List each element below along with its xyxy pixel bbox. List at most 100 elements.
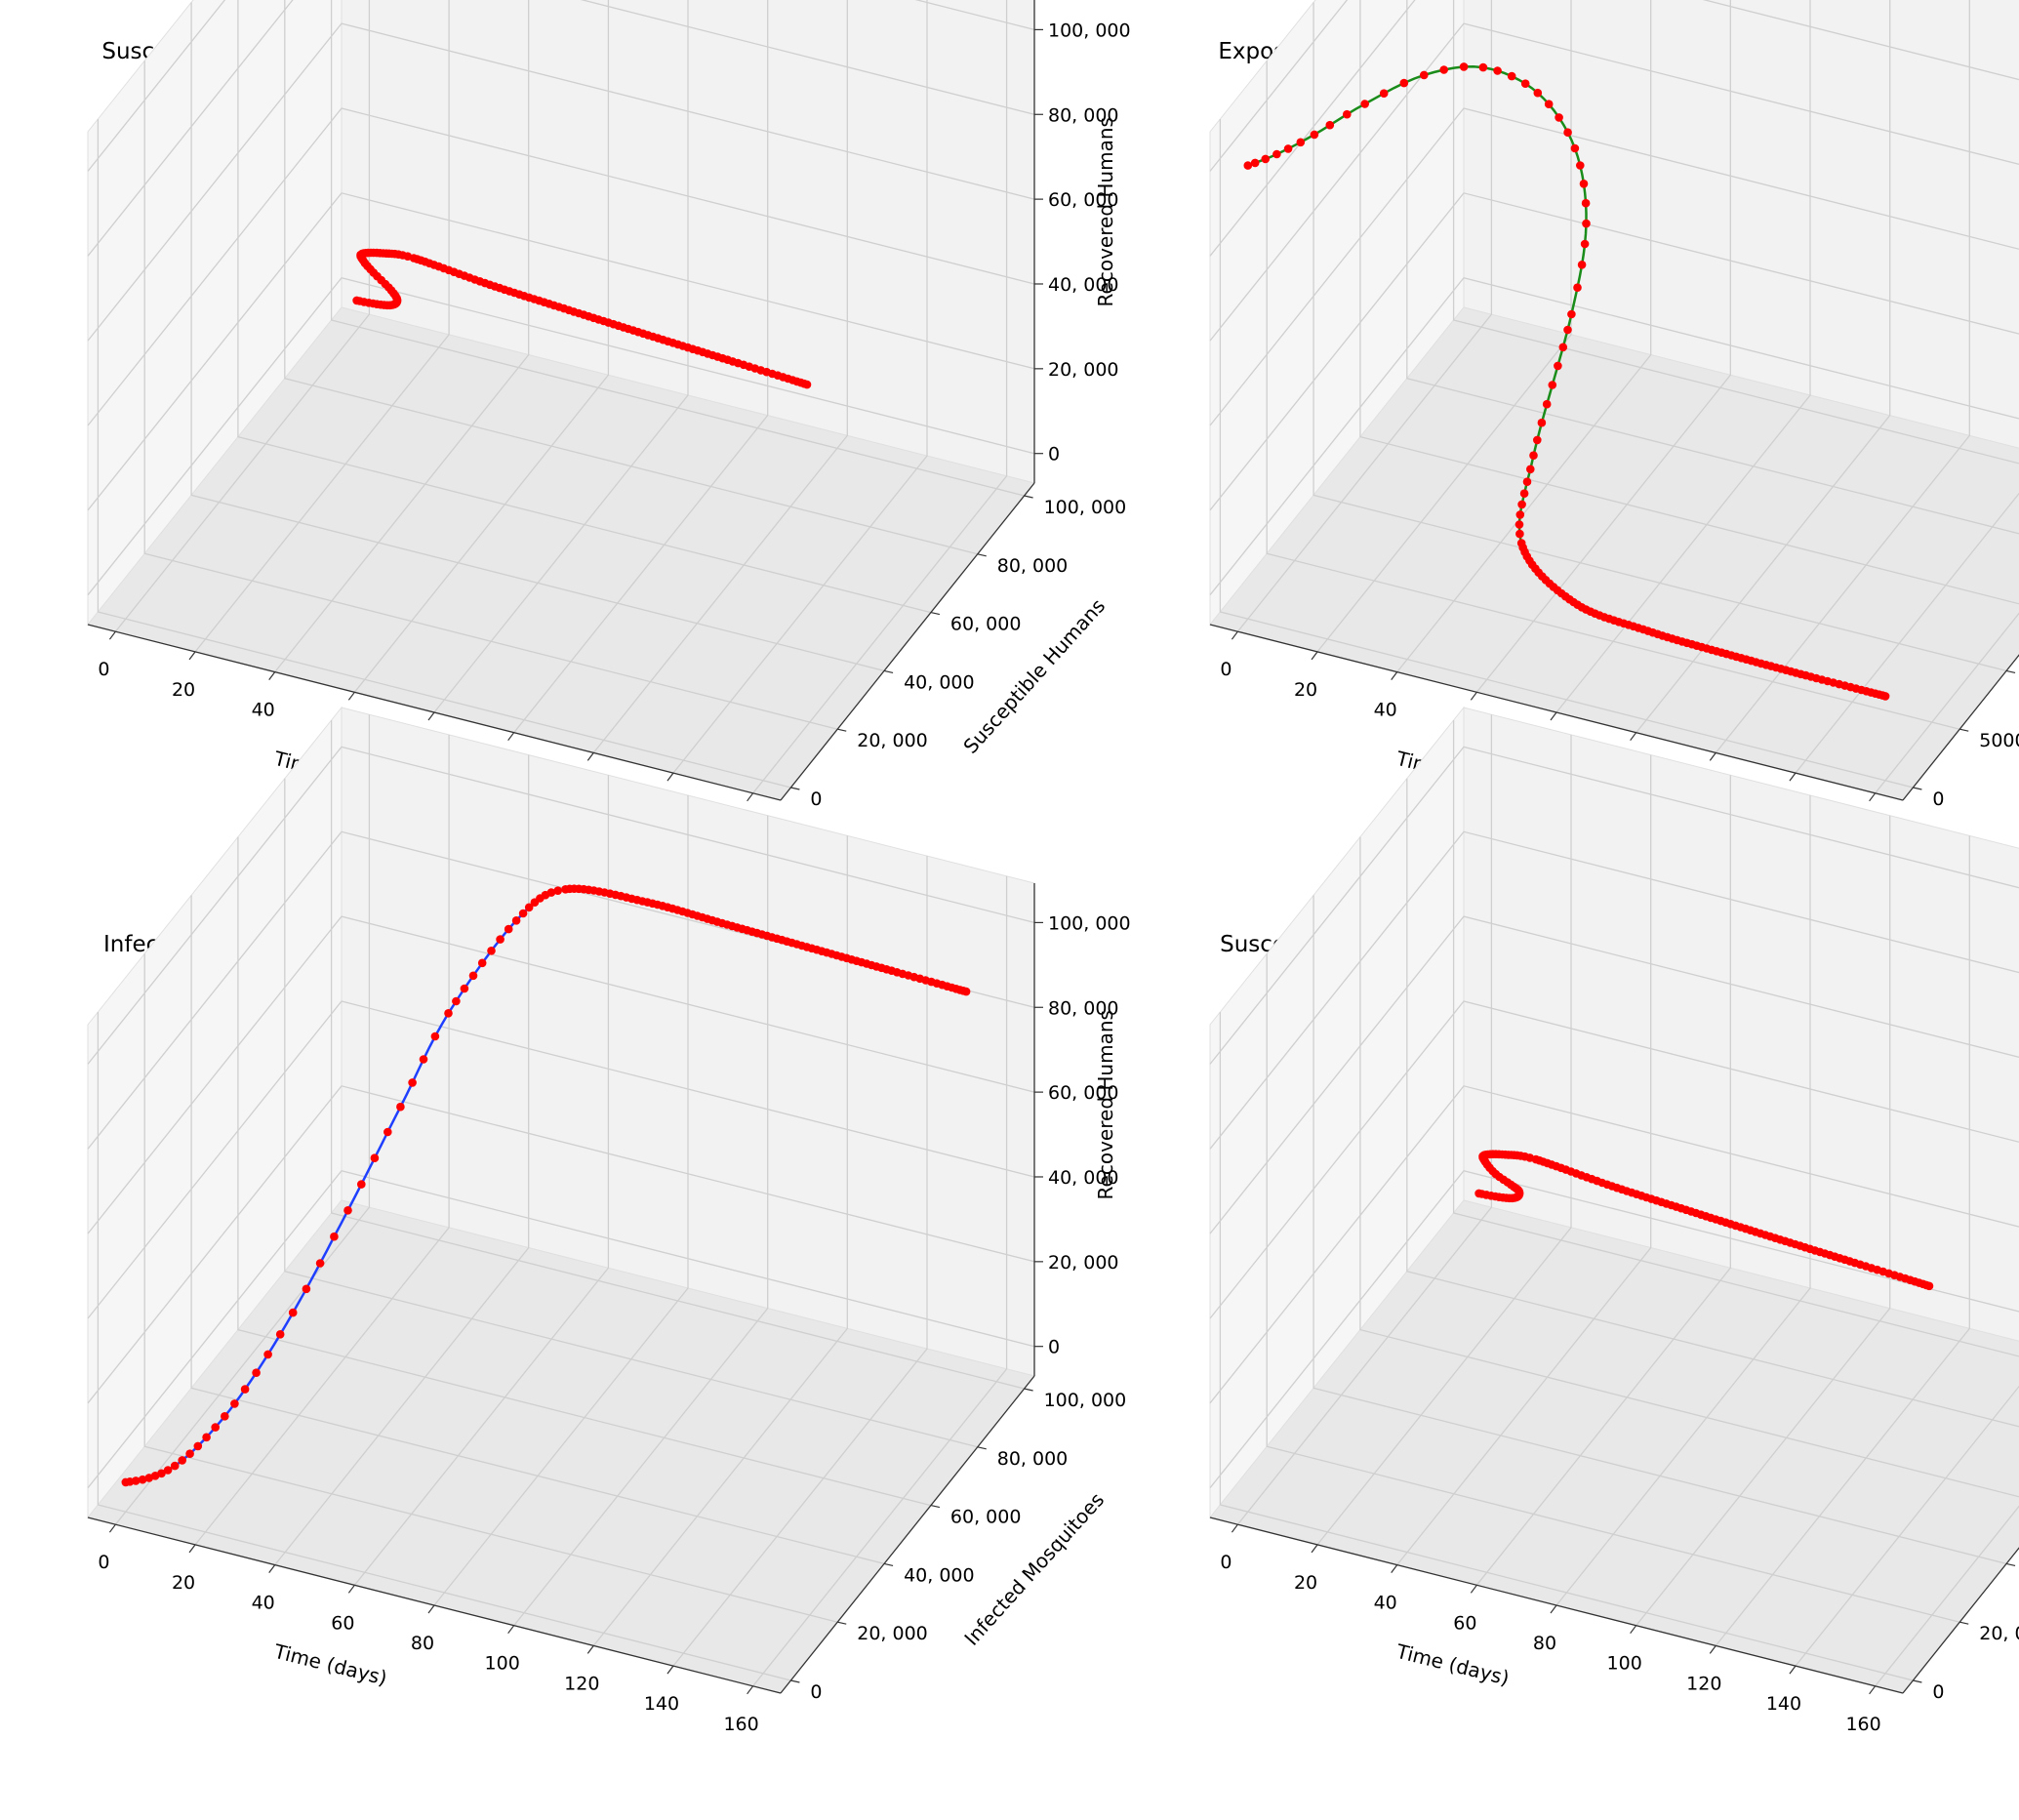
z-tick-label: 20, 000 [1048,1252,1119,1274]
data-point [496,935,505,944]
z-axis-label: Recovered Humans [1094,1010,1117,1199]
x-tick-label: 80 [411,1633,434,1654]
data-point [1459,62,1469,71]
grid-lines [1209,0,2019,794]
y-tick-label: 60, 000 [950,614,1022,635]
data-point [1579,180,1589,188]
x-tick-label: 0 [1220,1552,1232,1573]
x-tick-label: 40 [1374,1593,1397,1614]
y-tick-label: 0 [810,789,822,810]
data-point [546,888,556,897]
series-markers [352,248,812,389]
data-point [1243,161,1253,170]
series-markers [1243,62,1890,701]
y-tick-label: 20, 000 [1979,1623,2019,1644]
data-point [343,1206,352,1215]
data-point [1517,500,1526,509]
data-point [1515,529,1524,539]
data-point [1563,128,1572,137]
data-point [444,1009,453,1018]
data-point [1478,62,1488,72]
data-point [170,1461,180,1471]
data-point [1555,113,1563,122]
chart-panel-3: Infected Mosquitoes vs Recovered Humans … [87,706,1131,1735]
x-tick-label: 60 [331,1612,354,1634]
z-tick-label: 20, 000 [1048,359,1119,381]
data-point [802,380,812,389]
x-tick-label: 0 [98,659,109,680]
y-tick-label: 0 [1932,1681,1944,1703]
data-point [1283,144,1293,153]
data-point [288,1308,298,1317]
data-point [1924,1281,1934,1291]
y-tick-label: 100, 000 [1044,1390,1127,1411]
data-point [1272,149,1281,159]
data-point [1420,70,1429,80]
data-point [185,1449,194,1458]
z-tick-label: 80, 000 [1048,997,1119,1019]
z-tick-label: 60, 000 [1048,189,1119,211]
data-point [961,987,971,996]
data-point [452,996,461,1006]
data-point [263,1350,272,1359]
data-point [315,1259,325,1268]
data-point [1515,510,1525,519]
z-tick-label: 0 [1048,1337,1060,1358]
data-point [1507,71,1516,81]
chart-panel-2: Exposed Humans vs Susceptible Mosquitoes… [1209,0,2019,842]
data-point [230,1399,239,1408]
data-point [1522,477,1532,487]
x-axis-label: Time (days) [1393,1639,1512,1690]
data-point [1325,120,1335,130]
data-point [384,1127,392,1137]
data-point [1519,489,1529,499]
x-tick-label: 120 [564,1673,599,1694]
data-point [357,1180,366,1189]
data-point [408,1078,417,1087]
y-tick-label: 20, 000 [857,730,928,751]
x-tick-label: 140 [1766,1693,1801,1715]
y-tick-label: 0 [1932,789,1944,810]
x-tick-label: 20 [172,1572,195,1594]
data-point [1581,198,1591,208]
data-point [202,1433,211,1442]
data-point [487,947,496,955]
x-tick-label: 40 [252,700,275,721]
y-tick-label: 80, 000 [997,1448,1069,1470]
data-point [178,1456,186,1465]
chart-panel-1: Susceptible Humans vs Recovered Humans o… [87,0,1131,842]
x-tick-label: 120 [1686,1673,1721,1694]
data-point [131,1476,141,1485]
data-point [157,1469,166,1478]
data-point [396,1102,405,1112]
data-point [138,1475,147,1484]
y-tick-label: 60, 000 [950,1507,1022,1528]
data-point [1554,361,1562,371]
data-point [302,1284,311,1294]
data-point [1563,325,1572,335]
data-point [460,984,469,993]
data-point [1296,138,1306,147]
x-tick-label: 100 [1607,1653,1642,1675]
x-tick-label: 140 [644,1693,679,1715]
x-tick-label: 20 [1294,679,1317,701]
data-point [330,1232,339,1241]
y-tick-label: 40, 000 [904,1564,975,1586]
data-point [524,903,534,912]
data-point [1567,309,1576,319]
z-tick-label: 60, 000 [1048,1082,1119,1104]
data-point [1526,465,1535,474]
x-tick-label: 40 [252,1593,275,1614]
z-tick-label: 100, 000 [1048,20,1131,41]
x-tick-label: 60 [1453,1612,1476,1634]
data-point [1379,89,1389,98]
z-tick-label: 100, 000 [1048,912,1131,934]
data-point [193,1441,203,1451]
data-point [240,1385,250,1394]
series-markers [1474,1150,1934,1291]
data-point [1399,78,1409,88]
data-point [1310,130,1319,140]
data-point [252,1368,261,1377]
data-point [1520,79,1530,88]
